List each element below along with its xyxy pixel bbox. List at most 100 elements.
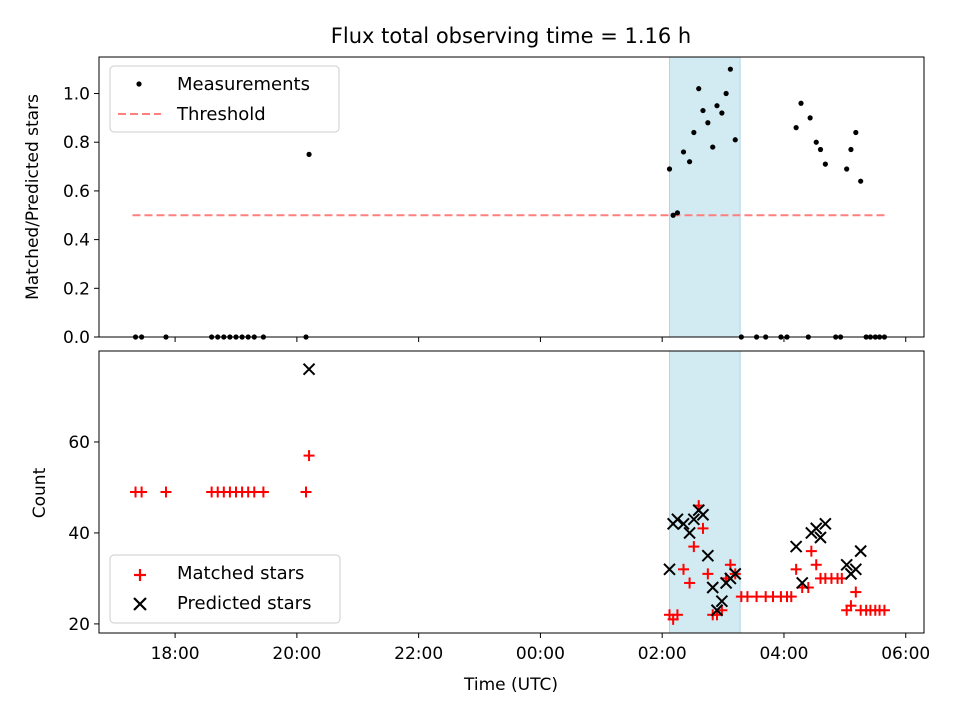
- top-y-axis-label: Matched/Predicted stars: [23, 94, 43, 300]
- predicted-star-marker: [789, 540, 803, 553]
- top-legend: Measurements Threshold: [109, 65, 340, 133]
- measurement-point: [691, 129, 697, 136]
- top-y-tick-label: 0.0: [63, 328, 90, 348]
- matched-star-marker: [702, 568, 714, 580]
- bottom-legend-box: [109, 554, 341, 624]
- predicted-star-marker: [814, 531, 827, 544]
- matched-star-marker: [136, 486, 148, 498]
- measurement-point: [844, 166, 850, 172]
- measurement-point: [723, 90, 729, 97]
- measurement-point: [798, 100, 804, 106]
- measurement-point: [719, 110, 725, 116]
- matched-star-marker: [300, 486, 312, 498]
- bottom-y-tick-label: 20: [68, 615, 90, 635]
- top-panel: 0.0 0.2 0.4 0.6 0.8 1.0 Matched/Predicted sta…: [23, 56, 925, 348]
- matched-star-marker: [810, 559, 822, 571]
- predicted-star-marker: [840, 558, 853, 571]
- matched-star-marker: [805, 545, 817, 557]
- x-tick-label: 00:00: [516, 644, 565, 664]
- measurement-point: [813, 139, 819, 145]
- predicted-star-marker: [683, 526, 696, 540]
- predicted-star-marker: [687, 513, 701, 526]
- matched-star-marker: [678, 563, 690, 575]
- measurement-point: [793, 125, 799, 131]
- bottom-legend: Matched stars Predicted stars: [109, 554, 341, 624]
- predicted-star-marker: [710, 604, 724, 617]
- x-tick-label: 04:00: [759, 644, 808, 664]
- top-legend-box: [109, 65, 340, 133]
- predicted-star-marker: [810, 522, 823, 535]
- predicted-star-marker: [715, 594, 729, 608]
- bottom-y-tick-label: 40: [68, 524, 90, 544]
- legend-measurements-label: Measurements: [177, 74, 310, 95]
- measurement-point: [674, 210, 681, 216]
- x-axis-label: Time (UTC): [463, 675, 558, 695]
- bottom-panel: 20 40 60 18:00 20:00 22:00 00:00 02:00 04:00 06:…: [30, 350, 930, 695]
- measurement-point: [848, 146, 854, 153]
- measurement-point: [306, 151, 312, 157]
- predicted-star-marker: [663, 563, 676, 576]
- top-y-tick-label: 0.2: [63, 279, 90, 299]
- matched-star-marker: [802, 582, 814, 594]
- top-highlight-span: [668, 56, 741, 338]
- top-y-tick-label: 0.8: [63, 133, 90, 153]
- x-tick-label: 02:00: [638, 644, 687, 664]
- measurement-point: [670, 212, 676, 218]
- bottom-highlight-span: [668, 350, 741, 634]
- measurement-point: [686, 159, 693, 165]
- predicted-star-marker: [819, 517, 832, 531]
- matched-star-marker: [878, 604, 890, 616]
- legend-matched-label: Matched stars: [177, 563, 304, 584]
- legend-threshold-label: Threshold: [176, 104, 266, 125]
- predicted-star-marker: [729, 567, 742, 581]
- measurement-point: [710, 144, 716, 150]
- measurement-point: [714, 103, 720, 109]
- measurement-point: [696, 86, 702, 92]
- measurement-point: [732, 137, 738, 143]
- predicted-star-marker: [701, 549, 715, 562]
- matched-star-marker: [160, 486, 172, 498]
- predicted-star-marker: [696, 508, 710, 521]
- top-y-tick-label: 0.4: [63, 231, 90, 251]
- x-tick-label: 20:00: [272, 644, 321, 664]
- measurement-point: [807, 115, 813, 121]
- bottom-y-axis-label: Count: [30, 467, 50, 518]
- matched-star-marker: [257, 486, 269, 498]
- chart-title: Flux total observing time = 1.16 h: [331, 24, 691, 48]
- predicted-star-marker: [677, 517, 690, 531]
- predicted-star-marker: [302, 362, 316, 376]
- x-tick-label: 18:00: [151, 644, 200, 664]
- predicted-star-marker: [849, 563, 863, 576]
- top-y-tick-label: 1.0: [63, 85, 90, 105]
- measurement-point: [727, 66, 733, 72]
- matched-star-marker: [850, 586, 862, 598]
- legend-matched-marker: [134, 569, 146, 581]
- measurement-point: [666, 166, 673, 172]
- matched-star-marker: [303, 450, 315, 462]
- matched-star-marker: [697, 522, 709, 534]
- matched-star-marker: [845, 600, 857, 612]
- measurement-point: [705, 120, 711, 126]
- predicted-star-marker: [671, 513, 684, 526]
- top-plot-frame: [98, 56, 925, 338]
- x-tick-label: 06:00: [881, 644, 930, 664]
- bottom-plot-frame: [98, 350, 925, 634]
- matched-star-marker: [785, 591, 797, 603]
- predicted-star-marker: [854, 544, 867, 558]
- matched-star-marker: [684, 577, 696, 589]
- matched-star-marker: [790, 563, 802, 575]
- x-tick-label: 22:00: [394, 644, 443, 664]
- legend-predicted-label: Predicted stars: [177, 593, 311, 614]
- bottom-y-tick-label: 60: [68, 433, 90, 453]
- measurement-point: [817, 146, 824, 153]
- measurement-point: [680, 149, 687, 155]
- matched-star-marker: [688, 541, 700, 553]
- legend-measurements-marker: [136, 81, 142, 87]
- legend-predicted-marker: [133, 597, 147, 611]
- predicted-star-marker: [796, 576, 809, 590]
- measurement-point: [822, 161, 828, 167]
- measurement-point: [700, 107, 706, 114]
- measurement-point: [853, 129, 859, 136]
- measurement-point: [858, 178, 864, 184]
